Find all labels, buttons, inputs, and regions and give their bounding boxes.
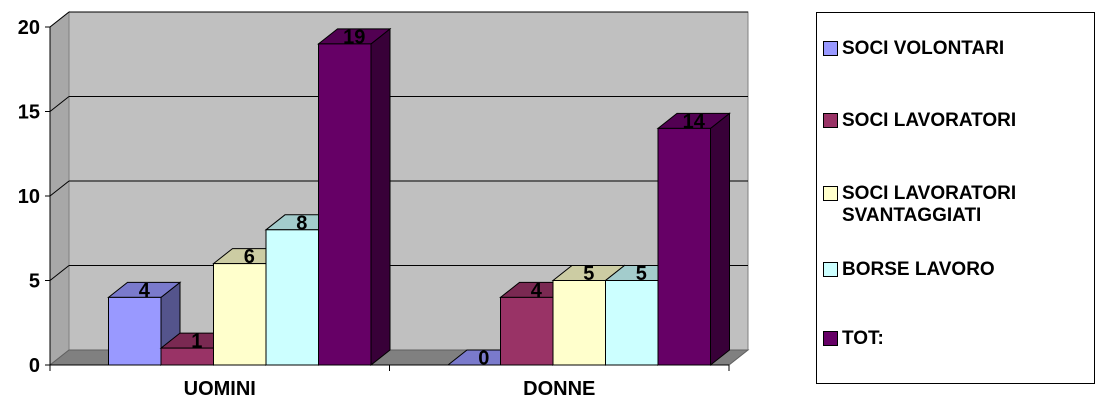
legend-item: SOCI LAVORATORI: [823, 110, 1092, 132]
y-axis-ticks: 0 5 10 15 20: [18, 17, 50, 377]
data-labels: 4 1 6 8 19 0 4 5 5 14: [139, 26, 706, 369]
legend-label: SOCI LAVORATORI SVANTAGGIATI: [842, 183, 1017, 226]
gridline-side: [49, 11, 70, 28]
x-tick-label: UOMINI: [184, 378, 256, 400]
y-tick-label: 15: [18, 102, 40, 124]
bar-chart: 0 5 10 15 20 UOMINI DONNE 4 1 6 8 19 0 4 5 5 14: [18, 10, 750, 400]
bar-uomini-0: [107, 281, 182, 367]
data-label: 6: [244, 246, 255, 268]
y-tick-label: 20: [18, 17, 40, 39]
data-label: 1: [191, 331, 202, 353]
legend-label: TOT:: [842, 328, 884, 349]
legend-swatch: [823, 41, 838, 56]
legend-swatch: [823, 262, 838, 277]
legend-item: BORSE LAVORO: [823, 259, 1092, 281]
gridline-side: [49, 180, 70, 197]
y-tick-label: 5: [29, 271, 40, 293]
y-tick-label: 0: [29, 355, 40, 377]
legend-swatch: [823, 113, 838, 128]
bar-uomini-4: [317, 27, 392, 367]
bars: [107, 27, 731, 367]
data-label: 14: [683, 111, 706, 133]
gridline-side: [49, 265, 70, 281]
legend-swatch: [823, 186, 838, 201]
legend-label: SOCI VOLONTARI: [842, 38, 1005, 59]
legend-item: SOCI LAVORATORI SVANTAGGIATI: [823, 183, 1092, 227]
gridline-side: [49, 96, 70, 112]
data-label: 4: [139, 280, 151, 302]
y-tick-label: 10: [18, 186, 40, 208]
data-label: 0: [478, 348, 489, 370]
data-label: 5: [636, 263, 647, 285]
data-label: 4: [531, 280, 543, 302]
legend-swatch: [823, 331, 838, 346]
legend-label: BORSE LAVORO: [842, 259, 995, 280]
data-label: 5: [583, 263, 594, 285]
data-label: 8: [296, 212, 307, 234]
bar-donne-4: [656, 112, 731, 367]
legend-label: SOCI LAVORATORI: [842, 110, 1017, 131]
data-label: 19: [343, 26, 365, 48]
legend: SOCI VOLONTARI SOCI LAVORATORI SOCI LAVORA…: [816, 12, 1095, 384]
legend-item: TOT:: [823, 328, 1092, 350]
x-tick-label: DONNE: [523, 378, 595, 400]
x-axis-ticks: UOMINI DONNE: [49, 365, 730, 400]
legend-item: SOCI VOLONTARI: [823, 38, 1092, 60]
